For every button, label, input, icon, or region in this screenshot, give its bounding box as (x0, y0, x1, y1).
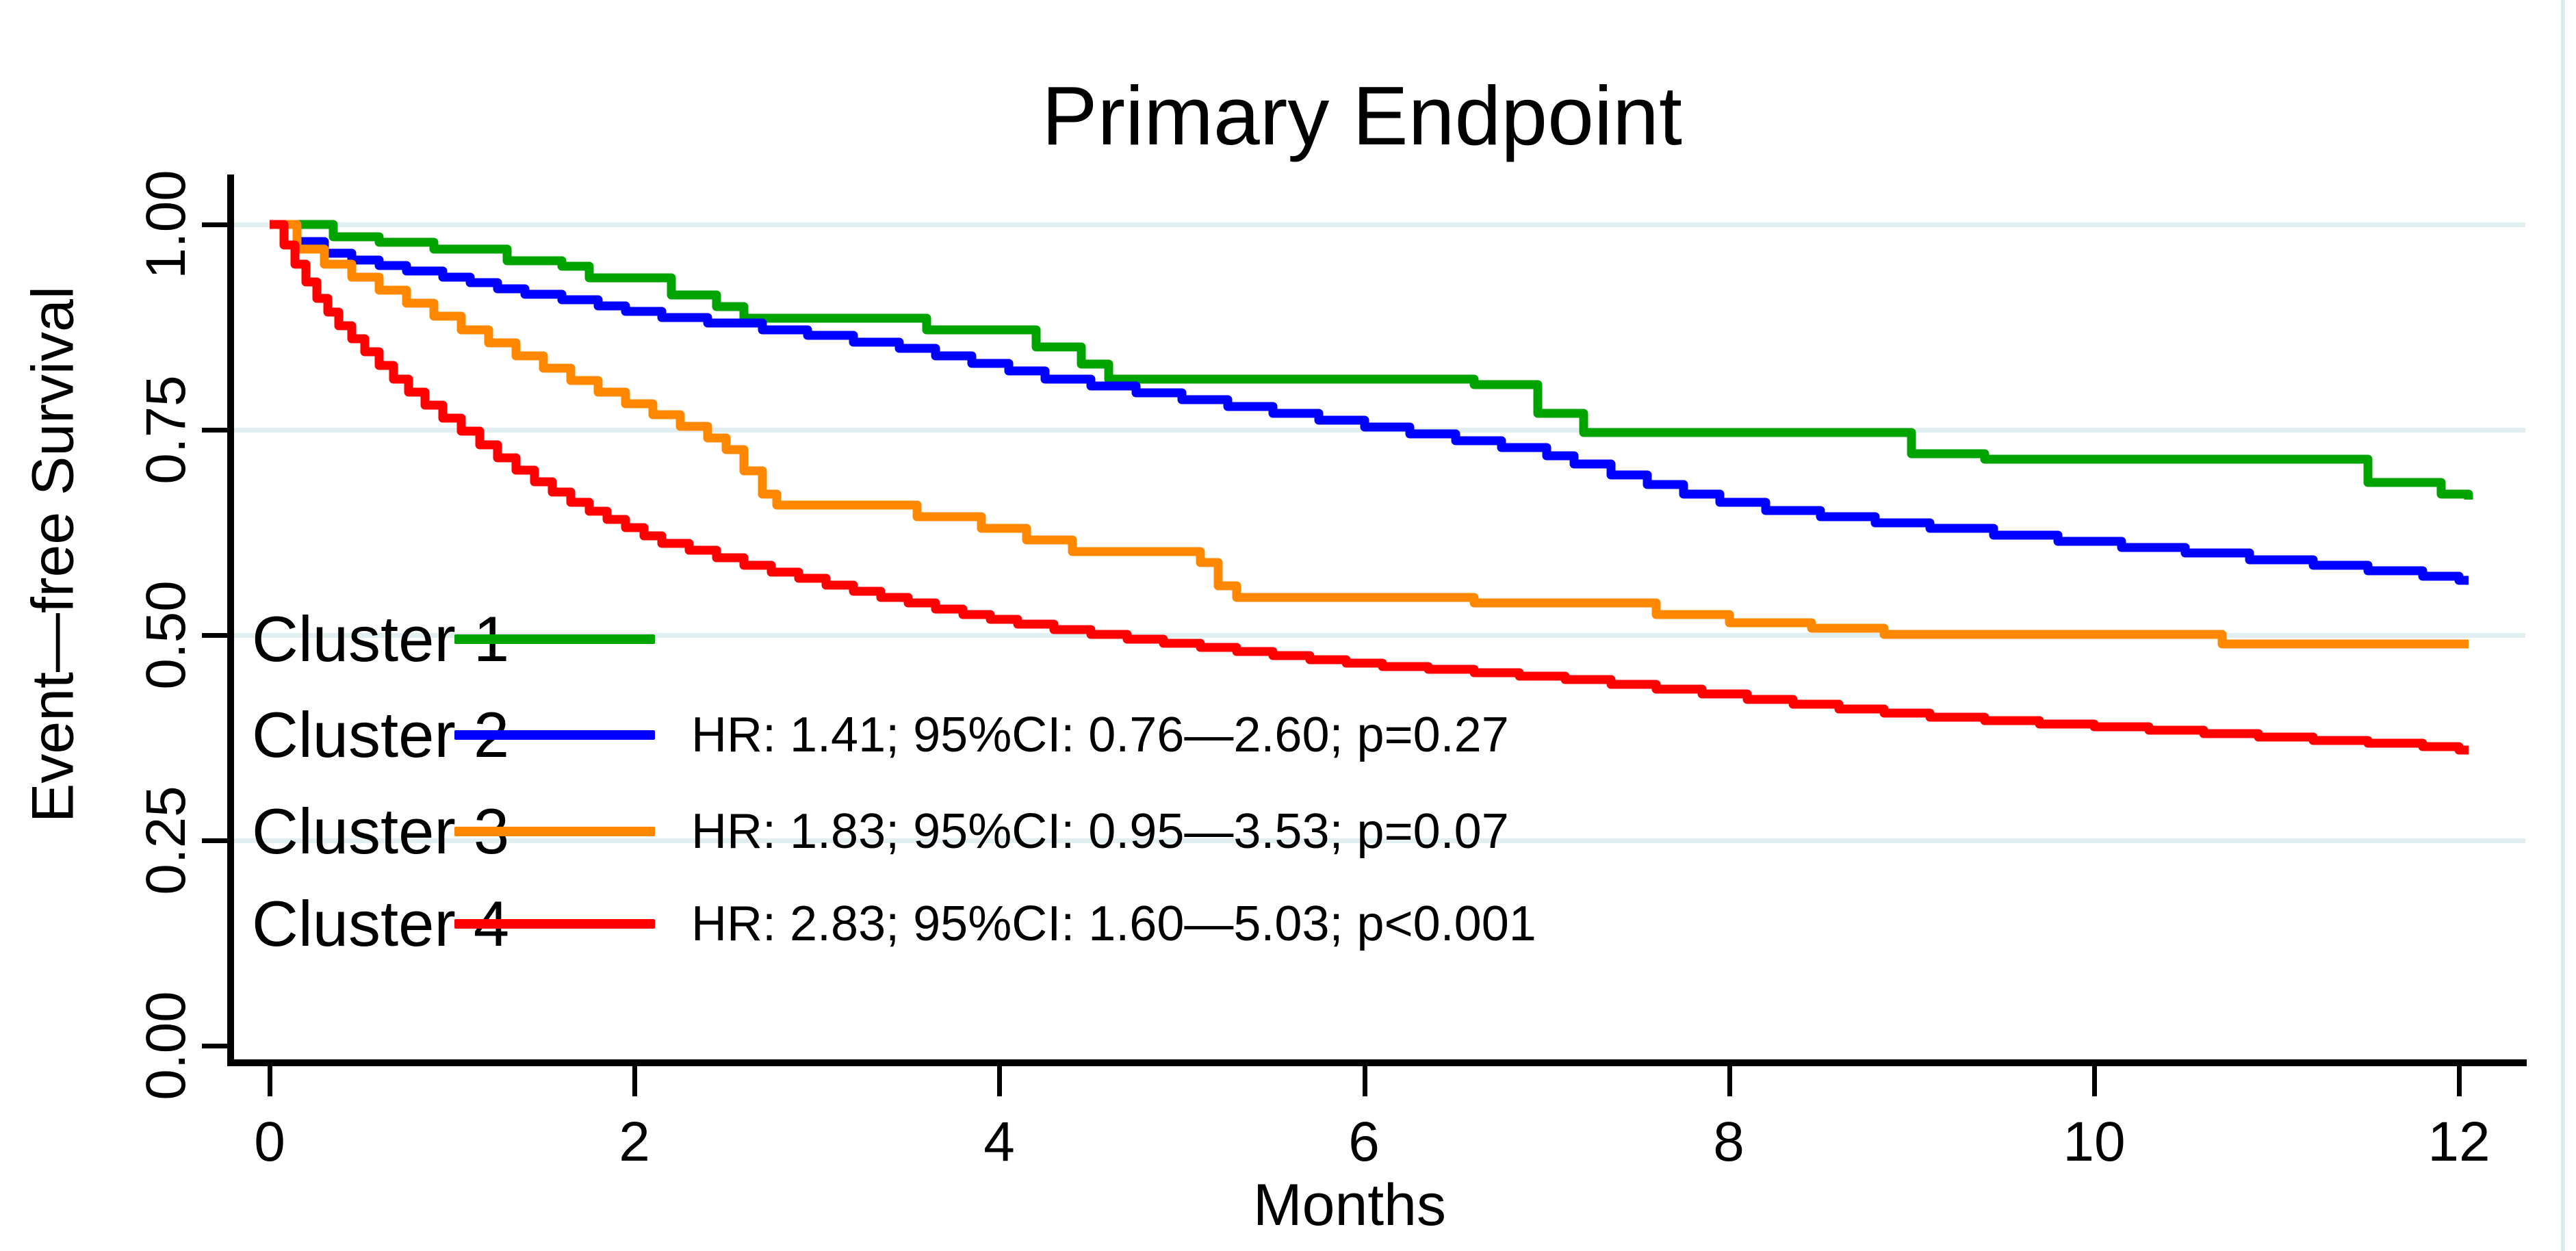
x-tick-label-12: 12 (2427, 1111, 2490, 1173)
legend-line-cluster-4-icon (454, 919, 655, 929)
y-tick-0.50 (202, 633, 227, 638)
x-tick-10 (2092, 1066, 2097, 1096)
legend-line-cluster-3-icon (454, 827, 655, 836)
y-tick-label-0.25: 0.25 (135, 786, 197, 895)
x-axis-ticks (268, 1066, 2462, 1096)
chart-title: Primary Endpoint (1042, 69, 1682, 162)
axes (227, 175, 2527, 1066)
y-axis-title: Event—free Survival (20, 286, 86, 823)
x-tick-8 (1727, 1066, 1732, 1096)
legend-line-cluster-1-icon (454, 634, 655, 644)
curve-cluster-3 (270, 220, 2469, 649)
curve-cluster-1 (270, 220, 2473, 500)
x-tick-12 (2457, 1066, 2462, 1096)
x-tick-label-4: 4 (983, 1111, 1015, 1173)
y-axis-ticks (202, 222, 227, 1048)
hr-annotation-cluster-3: HR: 1.83; 95%CI: 0.95—3.53; p=0.07 (691, 804, 1509, 859)
y-tick-0.25 (202, 838, 227, 843)
x-tick-2 (632, 1066, 637, 1096)
x-tick-0 (268, 1066, 272, 1096)
window-edge-line (2561, 0, 2565, 1251)
x-axis-line (227, 1059, 2527, 1066)
x-tick-label-0: 0 (254, 1111, 285, 1173)
survival-curves (270, 220, 2473, 755)
hr-annotation-cluster-4: HR: 2.83; 95%CI: 1.60—5.03; p<0.001 (691, 897, 1536, 951)
x-tick-6 (1363, 1066, 1367, 1096)
y-tick-0.00 (202, 1044, 227, 1048)
gridline-1.00 (234, 222, 2525, 227)
x-tick-label-2: 2 (619, 1111, 650, 1173)
x-tick-label-6: 6 (1348, 1111, 1380, 1173)
y-tick-label-0.00: 0.00 (135, 991, 197, 1100)
y-tick-label-0.50: 0.50 (135, 580, 197, 690)
y-tick-label-0.75: 0.75 (135, 375, 197, 485)
y-tick-label-1.00: 1.00 (135, 170, 197, 279)
y-axis-line (227, 175, 234, 1066)
y-tick-1.00 (202, 222, 227, 227)
gridline-0.50 (234, 633, 2525, 638)
gridline-0.25 (234, 838, 2525, 843)
hr-annotation-cluster-2: HR: 1.41; 95%CI: 0.76—2.60; p=0.27 (691, 708, 1509, 762)
x-tick-label-10: 10 (2063, 1111, 2126, 1173)
curve-cluster-4 (270, 220, 2469, 755)
x-tick-4 (997, 1066, 1002, 1096)
x-tick-label-8: 8 (1713, 1111, 1744, 1173)
curve-cluster-2 (270, 220, 2469, 585)
legend-line-cluster-2-icon (454, 730, 655, 740)
y-tick-0.75 (202, 428, 227, 433)
x-axis-title: Months (1252, 1172, 1447, 1238)
